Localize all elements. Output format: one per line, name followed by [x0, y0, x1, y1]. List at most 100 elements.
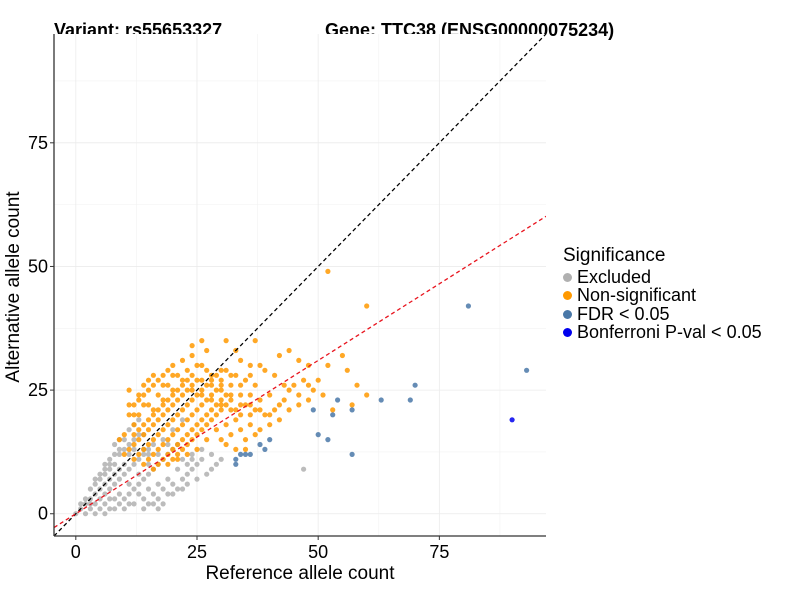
x-tick-label: 0	[71, 542, 81, 562]
data-point	[276, 352, 282, 359]
data-point	[233, 372, 239, 378]
data-point	[126, 491, 132, 497]
data-point	[155, 506, 161, 512]
data-point	[208, 382, 215, 388]
data-point	[121, 471, 127, 477]
data-point	[121, 446, 127, 452]
data-point	[136, 451, 142, 457]
data-point	[281, 382, 287, 388]
data-point	[247, 392, 253, 398]
data-point	[175, 451, 181, 457]
data-point	[121, 506, 127, 512]
data-point	[228, 392, 234, 398]
data-point	[213, 427, 219, 433]
data-point	[179, 422, 186, 428]
data-point	[150, 422, 156, 428]
data-point	[165, 476, 171, 482]
data-point	[112, 461, 118, 467]
data-point	[349, 407, 355, 413]
data-point	[97, 476, 103, 482]
data-point	[218, 437, 224, 443]
data-point	[175, 397, 181, 403]
data-point	[126, 501, 132, 507]
data-point	[301, 466, 307, 472]
data-point	[465, 303, 471, 309]
data-point	[126, 441, 132, 448]
data-point	[131, 422, 137, 428]
data-point	[170, 372, 176, 378]
data-point	[175, 412, 181, 418]
data-point	[315, 377, 321, 383]
data-point	[165, 397, 171, 403]
data-point	[184, 451, 190, 457]
data-point	[107, 486, 113, 492]
data-point	[141, 476, 147, 482]
data-point	[247, 412, 253, 418]
data-point	[218, 387, 224, 393]
data-point	[126, 446, 132, 452]
data-point	[160, 402, 166, 408]
data-point	[228, 382, 234, 388]
y-tick-label: 50	[28, 256, 48, 276]
legend-title: Significance	[563, 245, 666, 266]
data-point	[315, 432, 321, 438]
data-point	[179, 382, 186, 388]
data-point	[136, 412, 142, 418]
data-point	[179, 486, 186, 492]
data-point	[184, 417, 190, 423]
data-point	[305, 397, 312, 403]
data-point	[170, 481, 176, 487]
data-point	[286, 347, 292, 354]
data-point	[199, 338, 205, 344]
data-point	[136, 417, 142, 423]
data-point	[145, 456, 152, 462]
data-point	[223, 367, 229, 373]
data-point	[126, 466, 132, 472]
data-point	[223, 422, 229, 428]
data-point	[325, 362, 331, 368]
data-point	[208, 377, 215, 383]
data-point	[141, 382, 147, 388]
data-point	[97, 471, 103, 477]
data-point	[78, 501, 84, 507]
data-point	[228, 397, 234, 403]
data-point	[112, 506, 118, 512]
data-point	[199, 387, 205, 393]
data-points	[73, 268, 530, 517]
data-point	[141, 461, 147, 467]
x-axis-ticks: 0 25 50 75	[71, 536, 449, 562]
data-point	[136, 481, 142, 487]
data-point	[199, 362, 205, 368]
data-point	[131, 461, 137, 467]
data-point	[150, 407, 156, 413]
data-point	[145, 501, 152, 507]
data-point	[175, 372, 181, 378]
data-point	[194, 446, 200, 452]
data-point	[155, 451, 161, 457]
data-point	[112, 496, 118, 502]
data-point	[213, 461, 219, 467]
data-point	[204, 382, 210, 388]
data-point	[141, 446, 147, 452]
data-point	[155, 377, 161, 383]
data-point	[116, 446, 122, 452]
data-point	[112, 441, 118, 448]
data-point	[233, 417, 239, 423]
data-point	[145, 377, 152, 383]
data-point	[131, 412, 137, 418]
data-point	[286, 407, 292, 413]
data-point	[194, 392, 200, 398]
legend-label: Excluded	[577, 266, 652, 287]
data-point	[233, 461, 239, 467]
data-point	[165, 441, 171, 448]
data-point	[247, 362, 253, 368]
data-point	[286, 387, 292, 393]
data-point	[184, 471, 190, 477]
data-point	[179, 417, 186, 423]
data-point	[126, 402, 132, 408]
data-point	[92, 476, 98, 482]
data-point	[330, 412, 336, 418]
reference-line-fitted	[54, 215, 546, 529]
data-point	[204, 412, 210, 418]
